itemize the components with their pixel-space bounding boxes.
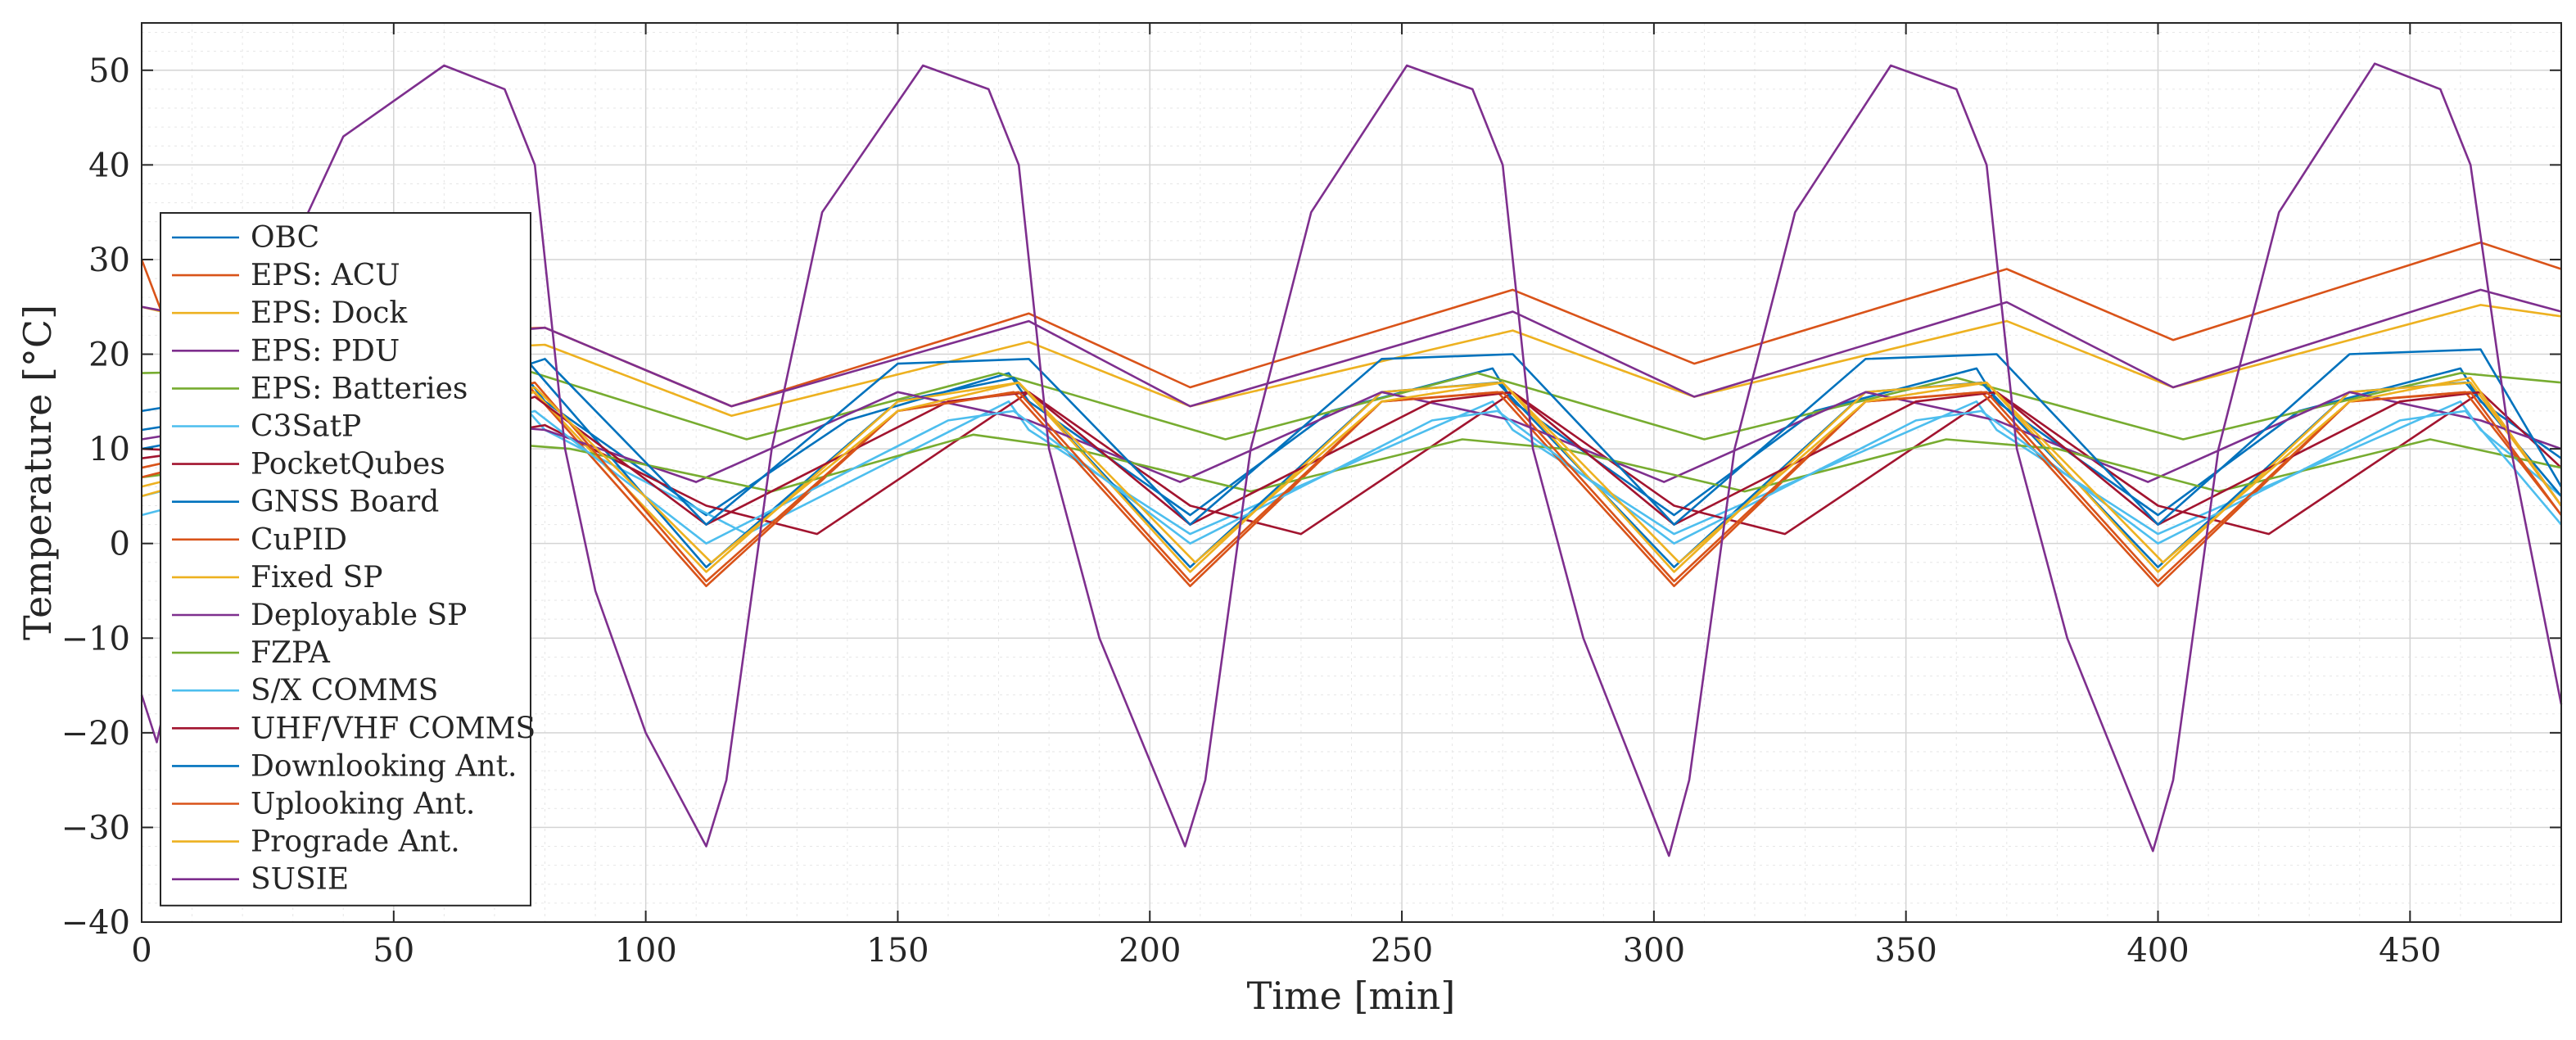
legend-label: C3SatP bbox=[251, 410, 361, 444]
x-tick-label: 350 bbox=[1875, 932, 1937, 970]
legend-label: EPS: PDU bbox=[251, 334, 400, 368]
series-line-susie bbox=[140, 62, 2563, 857]
legend-label: Downlooking Ant. bbox=[251, 749, 517, 783]
y-tick-label: −30 bbox=[61, 809, 130, 847]
minor-grid bbox=[142, 23, 2562, 922]
legend-label: FZPA bbox=[251, 636, 331, 670]
y-axis-label: Temperature [°C] bbox=[16, 305, 60, 640]
legend-label: Fixed SP bbox=[251, 561, 382, 595]
legend: OBC EPS: ACU EPS: Dock EPS: PDU EPS: Batteri… bbox=[160, 212, 536, 907]
legend-label: CuPID bbox=[251, 523, 347, 557]
legend-label: S/X COMMS bbox=[251, 674, 438, 708]
legend-label: Deployable SP bbox=[251, 599, 467, 632]
x-tick-label: 300 bbox=[1623, 932, 1685, 970]
y-tick-label: 10 bbox=[88, 431, 130, 468]
y-tick-label: −20 bbox=[61, 715, 130, 753]
legend-label: SUSIE bbox=[251, 863, 349, 897]
series-line-obc bbox=[141, 367, 2562, 517]
x-tick-label: 400 bbox=[2126, 932, 2189, 970]
legend-box bbox=[160, 212, 531, 907]
y-tick-label: 20 bbox=[88, 337, 130, 374]
series-line-uplooking-ant bbox=[141, 381, 2563, 583]
legend-label: GNSS Board bbox=[251, 486, 439, 519]
series-line-downlooking-ant bbox=[141, 348, 2563, 526]
x-axis-label: Time [min] bbox=[1247, 974, 1456, 1018]
legend-label: EPS: Batteries bbox=[251, 372, 468, 405]
y-tick-label: −40 bbox=[61, 904, 130, 942]
x-tick-label: 50 bbox=[373, 932, 414, 970]
series-line-fzpa bbox=[141, 433, 2562, 493]
legend-label: EPS: ACU bbox=[251, 259, 400, 292]
series-line-prograde-ant bbox=[141, 377, 2563, 564]
y-tick-label: 0 bbox=[110, 526, 130, 563]
y-tick-label: 40 bbox=[88, 147, 130, 184]
x-tick-label: 450 bbox=[2379, 932, 2441, 970]
legend-label: OBC bbox=[251, 221, 319, 255]
legend-label: Uplooking Ant. bbox=[251, 788, 475, 821]
legend-label: EPS: Dock bbox=[251, 296, 408, 330]
x-tick-label: 200 bbox=[1119, 932, 1181, 970]
x-axis-ticks: 0 50 100 150 200 250 300 350 400 450 bbox=[131, 23, 2441, 970]
x-tick-label: 0 bbox=[131, 932, 151, 970]
x-tick-label: 250 bbox=[1371, 932, 1433, 970]
legend-label: PocketQubes bbox=[251, 448, 445, 482]
major-grid bbox=[141, 23, 2561, 923]
y-tick-label: −10 bbox=[61, 620, 130, 658]
y-axis-ticks: −40 −30 −20 −10 0 10 20 30 40 50 bbox=[61, 52, 2561, 942]
x-tick-label: 150 bbox=[866, 932, 929, 970]
plot-frame bbox=[141, 22, 2562, 923]
x-tick-label: 100 bbox=[614, 932, 676, 970]
y-tick-label: 30 bbox=[88, 242, 130, 279]
legend-label: Prograde Ant. bbox=[251, 825, 460, 859]
legend-label: UHF/VHF COMMS bbox=[251, 712, 536, 745]
series-line-s-x-comms bbox=[141, 409, 2562, 545]
y-tick-label: 50 bbox=[88, 52, 130, 90]
series-line-deployable-sp bbox=[141, 391, 2562, 483]
